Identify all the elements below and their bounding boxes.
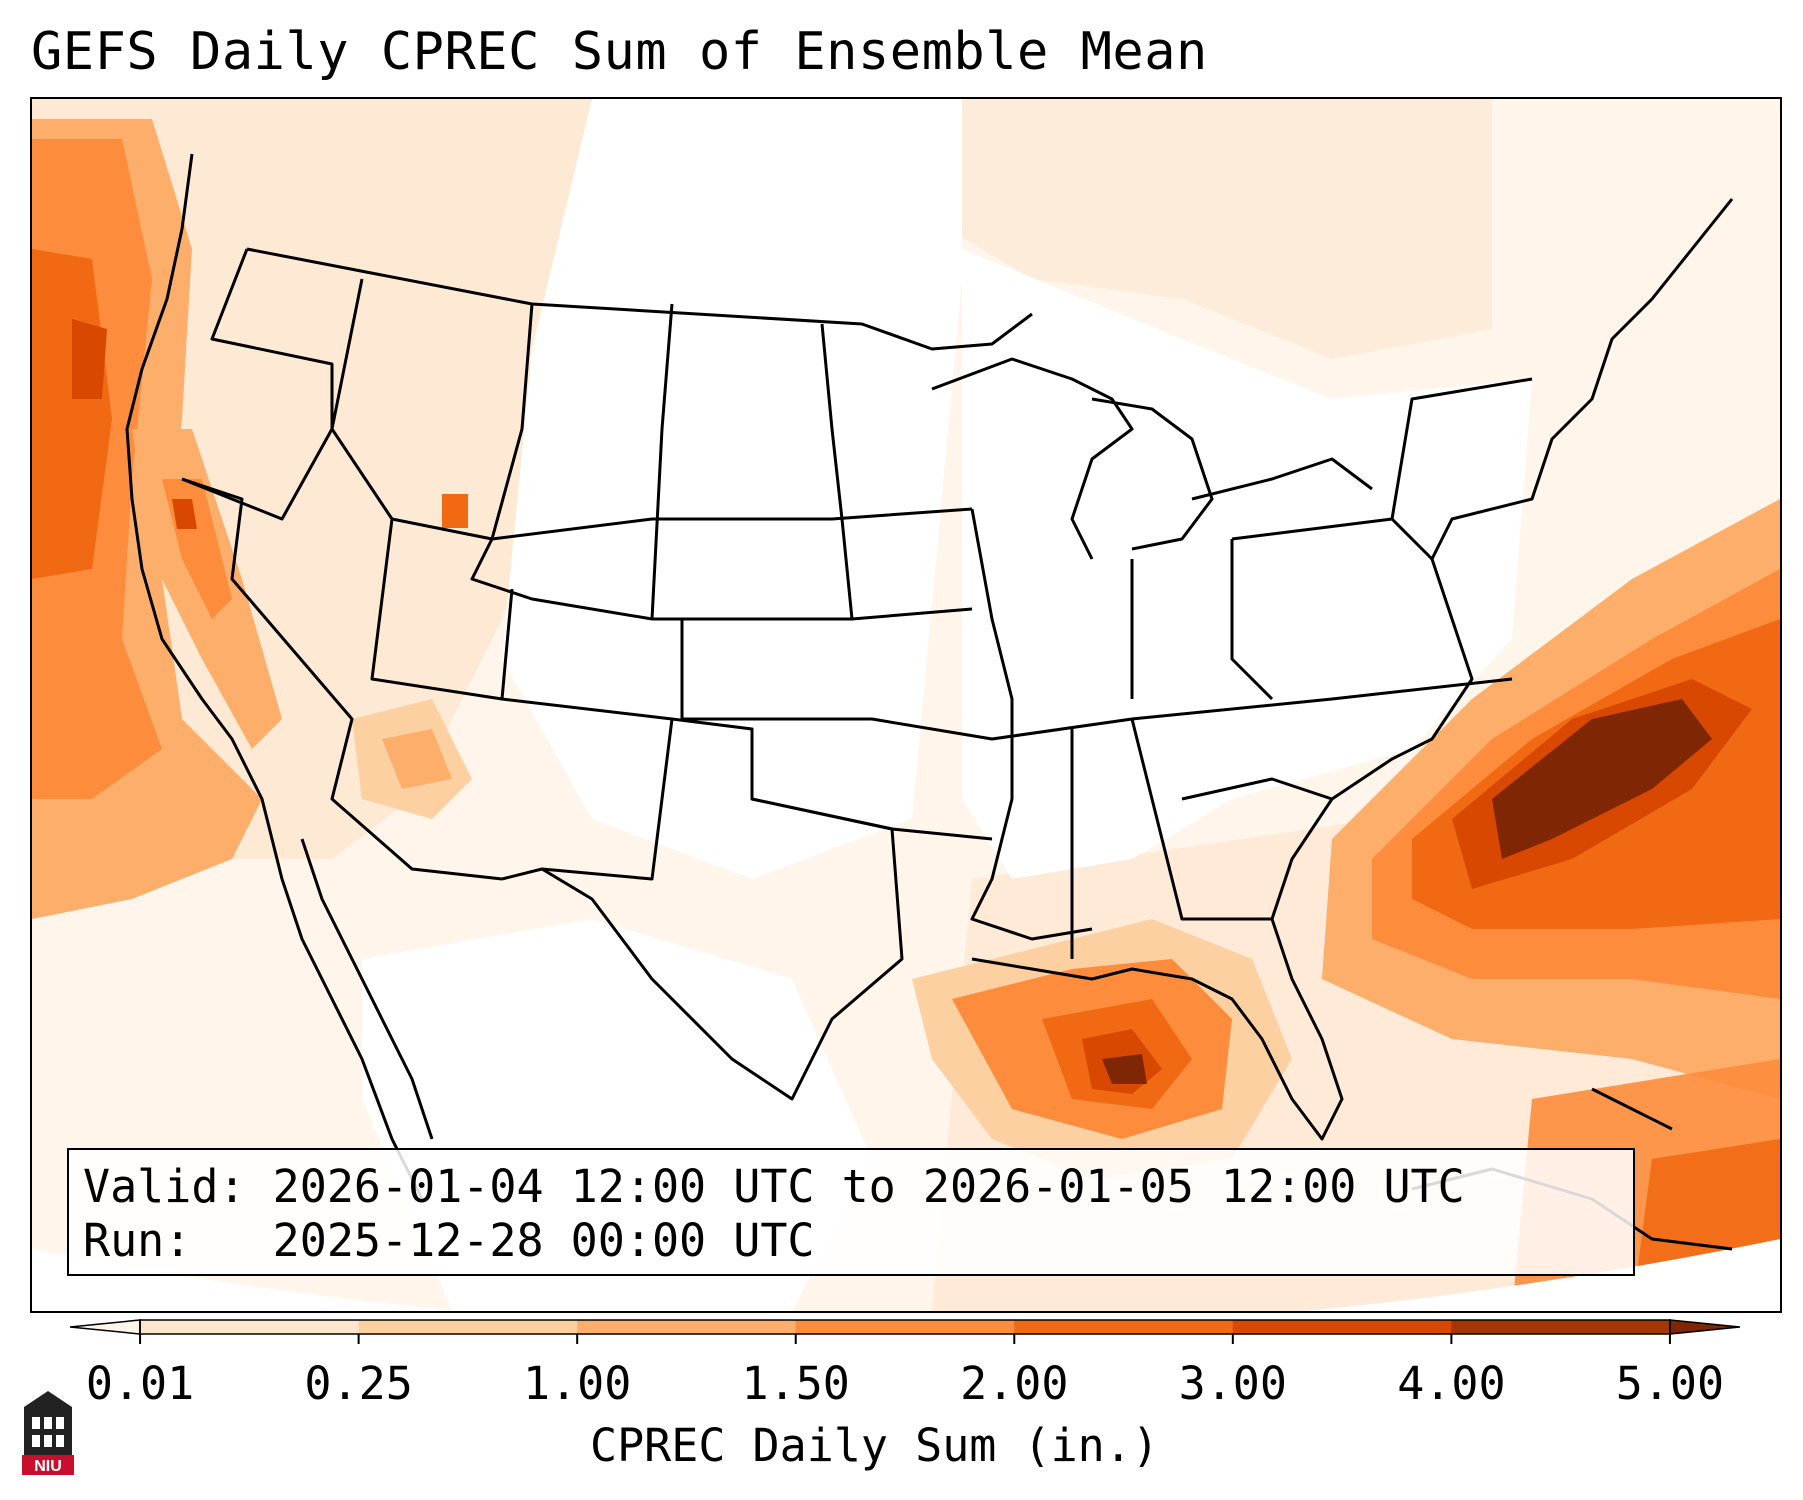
projection-edge: [32, 1239, 1780, 1311]
run-value: 2025-12-28 00:00 UTC: [272, 1214, 815, 1267]
valid-label: Valid:: [83, 1160, 246, 1213]
run-label: Run:: [83, 1214, 192, 1267]
colorbar-tick-label: 0.01: [85, 1357, 195, 1410]
colorbar-tick-label: 2.00: [960, 1357, 1069, 1410]
precipitation-field: [32, 99, 1780, 1311]
svg-text:NIU: NIU: [34, 1458, 62, 1475]
colorbar-segment: [140, 1320, 360, 1334]
colorbar-segment: [577, 1320, 797, 1334]
colorbar-tick-label: 4.00: [1397, 1357, 1506, 1410]
map-title: GEFS Daily CPREC Sum of Ensemble Mean: [31, 22, 1208, 82]
colorbar-tick-label: 1.00: [522, 1357, 632, 1410]
colorbar-extend-low: [70, 1319, 141, 1335]
colorbar-segment: [1232, 1320, 1452, 1334]
colorbar-tick-label: 3.00: [1178, 1357, 1287, 1410]
colorbar-outline: [139, 1319, 1671, 1335]
colorbar-segment: [358, 1320, 578, 1334]
valid-run-info-box: Valid: 2026-01-04 12:00 UTC to 2026-01-0…: [67, 1148, 1635, 1276]
valid-value: 2026-01-04 12:00 UTC to 2026-01-05 12:00…: [272, 1160, 1465, 1213]
colorbar-extend-high: [1669, 1319, 1740, 1335]
colorbar-tick-label: 5.00: [1615, 1357, 1725, 1410]
colorbar-segment: [1451, 1320, 1671, 1334]
colorbar-ticks: [139, 1334, 1671, 1344]
colorbar-tick-label: 0.25: [304, 1357, 413, 1410]
colorbar-segments: [70, 1319, 1740, 1335]
colorbar-label: CPREC Daily Sum (in.): [590, 1419, 1159, 1472]
niu-logo: NIU: [22, 1391, 74, 1475]
precipitation-map: [30, 97, 1782, 1313]
colorbar-segment: [1014, 1320, 1234, 1334]
colorbar: [70, 1319, 1740, 1344]
map-canvas: [32, 99, 1780, 1311]
boundaries: [125, 153, 1734, 1251]
colorbar-segment: [795, 1320, 1015, 1334]
colorbar-tick-label: 1.50: [741, 1357, 850, 1410]
